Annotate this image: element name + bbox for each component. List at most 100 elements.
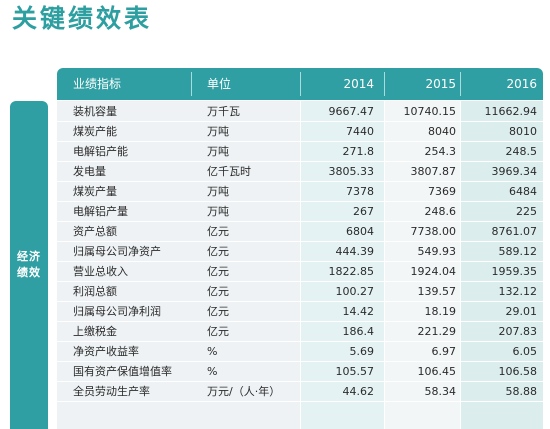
table-row: 全员劳动生产率 万元/（人·年） 44.62 58.34 58.88 xyxy=(57,382,543,402)
value-2014-cell: 6804 xyxy=(346,225,374,238)
indicator-cell: 煤炭产能 xyxy=(73,125,117,138)
table-row: 归属母公司净利润 亿元 14.42 18.19 29.01 xyxy=(57,302,543,322)
table-row: 利润总额 亿元 100.27 139.57 132.12 xyxy=(57,282,543,302)
value-2016-cell: 3969.34 xyxy=(491,165,538,178)
value-2014-cell: 186.4 xyxy=(342,325,375,338)
unit-cell: 亿元 xyxy=(207,325,229,338)
unit-cell: 万吨 xyxy=(207,145,229,158)
value-2014-cell: 267 xyxy=(353,205,374,218)
unit-cell: 亿元 xyxy=(207,245,229,258)
table-row: 电解铝产量 万吨 267 248.6 225 xyxy=(57,202,543,222)
table-header: 业绩指标 单位 2014 2015 2016 xyxy=(57,68,543,100)
value-2015-cell: 7369 xyxy=(428,185,456,198)
value-2014-cell: 1822.85 xyxy=(328,265,375,278)
table-row: 营业总收入 亿元 1822.85 1924.04 1959.35 xyxy=(57,262,543,282)
value-2016-cell: 6484 xyxy=(509,185,537,198)
table-row: 上缴税金 亿元 186.4 221.29 207.83 xyxy=(57,322,543,342)
column-divider xyxy=(384,101,385,429)
indicator-cell: 资产总额 xyxy=(73,225,117,238)
value-2015-cell: 6.97 xyxy=(431,345,457,358)
table-row: 国有资产保值增值率% 105.57 106.45 106.58 xyxy=(57,362,543,382)
unit-cell: 亿元 xyxy=(207,285,229,298)
header-year-2014: 2014 xyxy=(343,77,374,91)
unit-cell: 万吨 xyxy=(207,185,229,198)
indicator-cell: 装机容量 xyxy=(73,105,117,118)
value-2016-cell: 132.12 xyxy=(498,285,538,298)
value-2014-cell: 271.8 xyxy=(342,145,375,158)
unit-cell: % xyxy=(207,345,218,358)
unit-cell: 万元/（人·年） xyxy=(207,385,281,398)
table-row: 发电量 亿千瓦时 3805.33 3807.87 3969.34 xyxy=(57,162,543,182)
unit-cell: 万吨 xyxy=(207,205,229,218)
unit-cell: 亿元 xyxy=(207,225,229,238)
indicator-cell: 电解铝产量 xyxy=(73,205,128,218)
indicator-cell: 净资产收益率 xyxy=(73,345,139,358)
header-year-2015: 2015 xyxy=(425,77,456,91)
value-2015-cell: 3807.87 xyxy=(410,165,457,178)
page-title: 关键绩效表 xyxy=(12,4,153,33)
value-2014-cell: 100.27 xyxy=(335,285,375,298)
value-2015-cell: 10740.15 xyxy=(403,105,457,118)
column-2014-bg xyxy=(300,101,384,429)
indicator-cell: 归属母公司净利润 xyxy=(73,305,161,318)
indicator-cell: 营业总收入 xyxy=(73,265,128,278)
column-divider xyxy=(300,101,301,429)
indicator-cell: 煤炭产量 xyxy=(73,185,117,198)
value-2016-cell: 58.88 xyxy=(505,385,538,398)
value-2014-cell: 3805.33 xyxy=(328,165,375,178)
category-label: 经济 绩效 xyxy=(17,250,41,279)
table-row: 资产总额 亿元 6804 7738.00 8761.07 xyxy=(57,222,543,242)
value-2016-cell: 1959.35 xyxy=(491,265,538,278)
value-2016-cell: 106.58 xyxy=(498,365,538,378)
value-2015-cell: 248.6 xyxy=(424,205,457,218)
value-2016-cell: 589.12 xyxy=(498,245,538,258)
value-2016-cell: 11662.94 xyxy=(484,105,538,118)
unit-cell: 亿千瓦时 xyxy=(207,165,251,178)
indicator-cell: 发电量 xyxy=(73,165,106,178)
value-2014-cell: 105.57 xyxy=(335,365,375,378)
indicator-cell: 电解铝产能 xyxy=(73,145,128,158)
table-row: 装机容量 万千瓦 9667.47 10740.15 11662.94 xyxy=(57,102,543,122)
table-row: 电解铝产能 万吨 271.8 254.3 248.5 xyxy=(57,142,543,162)
unit-cell: 亿元 xyxy=(207,265,229,278)
value-2014-cell: 14.42 xyxy=(342,305,375,318)
value-2016-cell: 225 xyxy=(516,205,537,218)
column-2016-bg xyxy=(460,101,543,429)
table-row: 净资产收益率% 5.69 6.97 6.05 xyxy=(57,342,543,362)
value-2015-cell: 221.29 xyxy=(417,325,457,338)
value-2016-cell: 248.5 xyxy=(505,145,538,158)
value-2015-cell: 18.19 xyxy=(424,305,457,318)
value-2016-cell: 29.01 xyxy=(505,305,538,318)
value-2014-cell: 5.69 xyxy=(349,345,375,358)
table-row: 归属母公司净资产 亿元 444.39 549.93 589.12 xyxy=(57,242,543,262)
table-row: 煤炭产量 万吨 7378 7369 6484 xyxy=(57,182,543,202)
value-2015-cell: 254.3 xyxy=(424,145,457,158)
value-2014-cell: 7378 xyxy=(346,185,374,198)
value-2015-cell: 7738.00 xyxy=(410,225,457,238)
indicator-cell: 上缴税金 xyxy=(73,325,117,338)
indicator-cell: 利润总额 xyxy=(73,285,117,298)
value-2015-cell: 139.57 xyxy=(417,285,457,298)
indicator-cell: 归属母公司净资产 xyxy=(73,245,161,258)
unit-cell: % xyxy=(207,365,218,378)
unit-cell: 万千瓦 xyxy=(207,105,240,118)
indicator-cell: 国有资产保值增值率 xyxy=(73,365,172,378)
value-2015-cell: 549.93 xyxy=(417,245,457,258)
value-2016-cell: 6.05 xyxy=(512,345,538,358)
column-divider xyxy=(460,101,461,429)
category-label-box: 经济 绩效 xyxy=(10,101,48,429)
value-2015-cell: 106.45 xyxy=(417,365,457,378)
value-2015-cell: 8040 xyxy=(428,125,456,138)
value-2016-cell: 207.83 xyxy=(498,325,538,338)
unit-cell: 亿元 xyxy=(207,305,229,318)
value-2015-cell: 58.34 xyxy=(424,385,457,398)
value-2014-cell: 444.39 xyxy=(335,245,375,258)
value-2016-cell: 8010 xyxy=(509,125,537,138)
unit-cell: 万吨 xyxy=(207,125,229,138)
value-2014-cell: 7440 xyxy=(346,125,374,138)
indicator-cell: 全员劳动生产率 xyxy=(73,385,150,398)
header-divider xyxy=(384,72,385,96)
header-unit: 单位 xyxy=(207,77,232,91)
header-indicator: 业绩指标 xyxy=(73,77,122,91)
